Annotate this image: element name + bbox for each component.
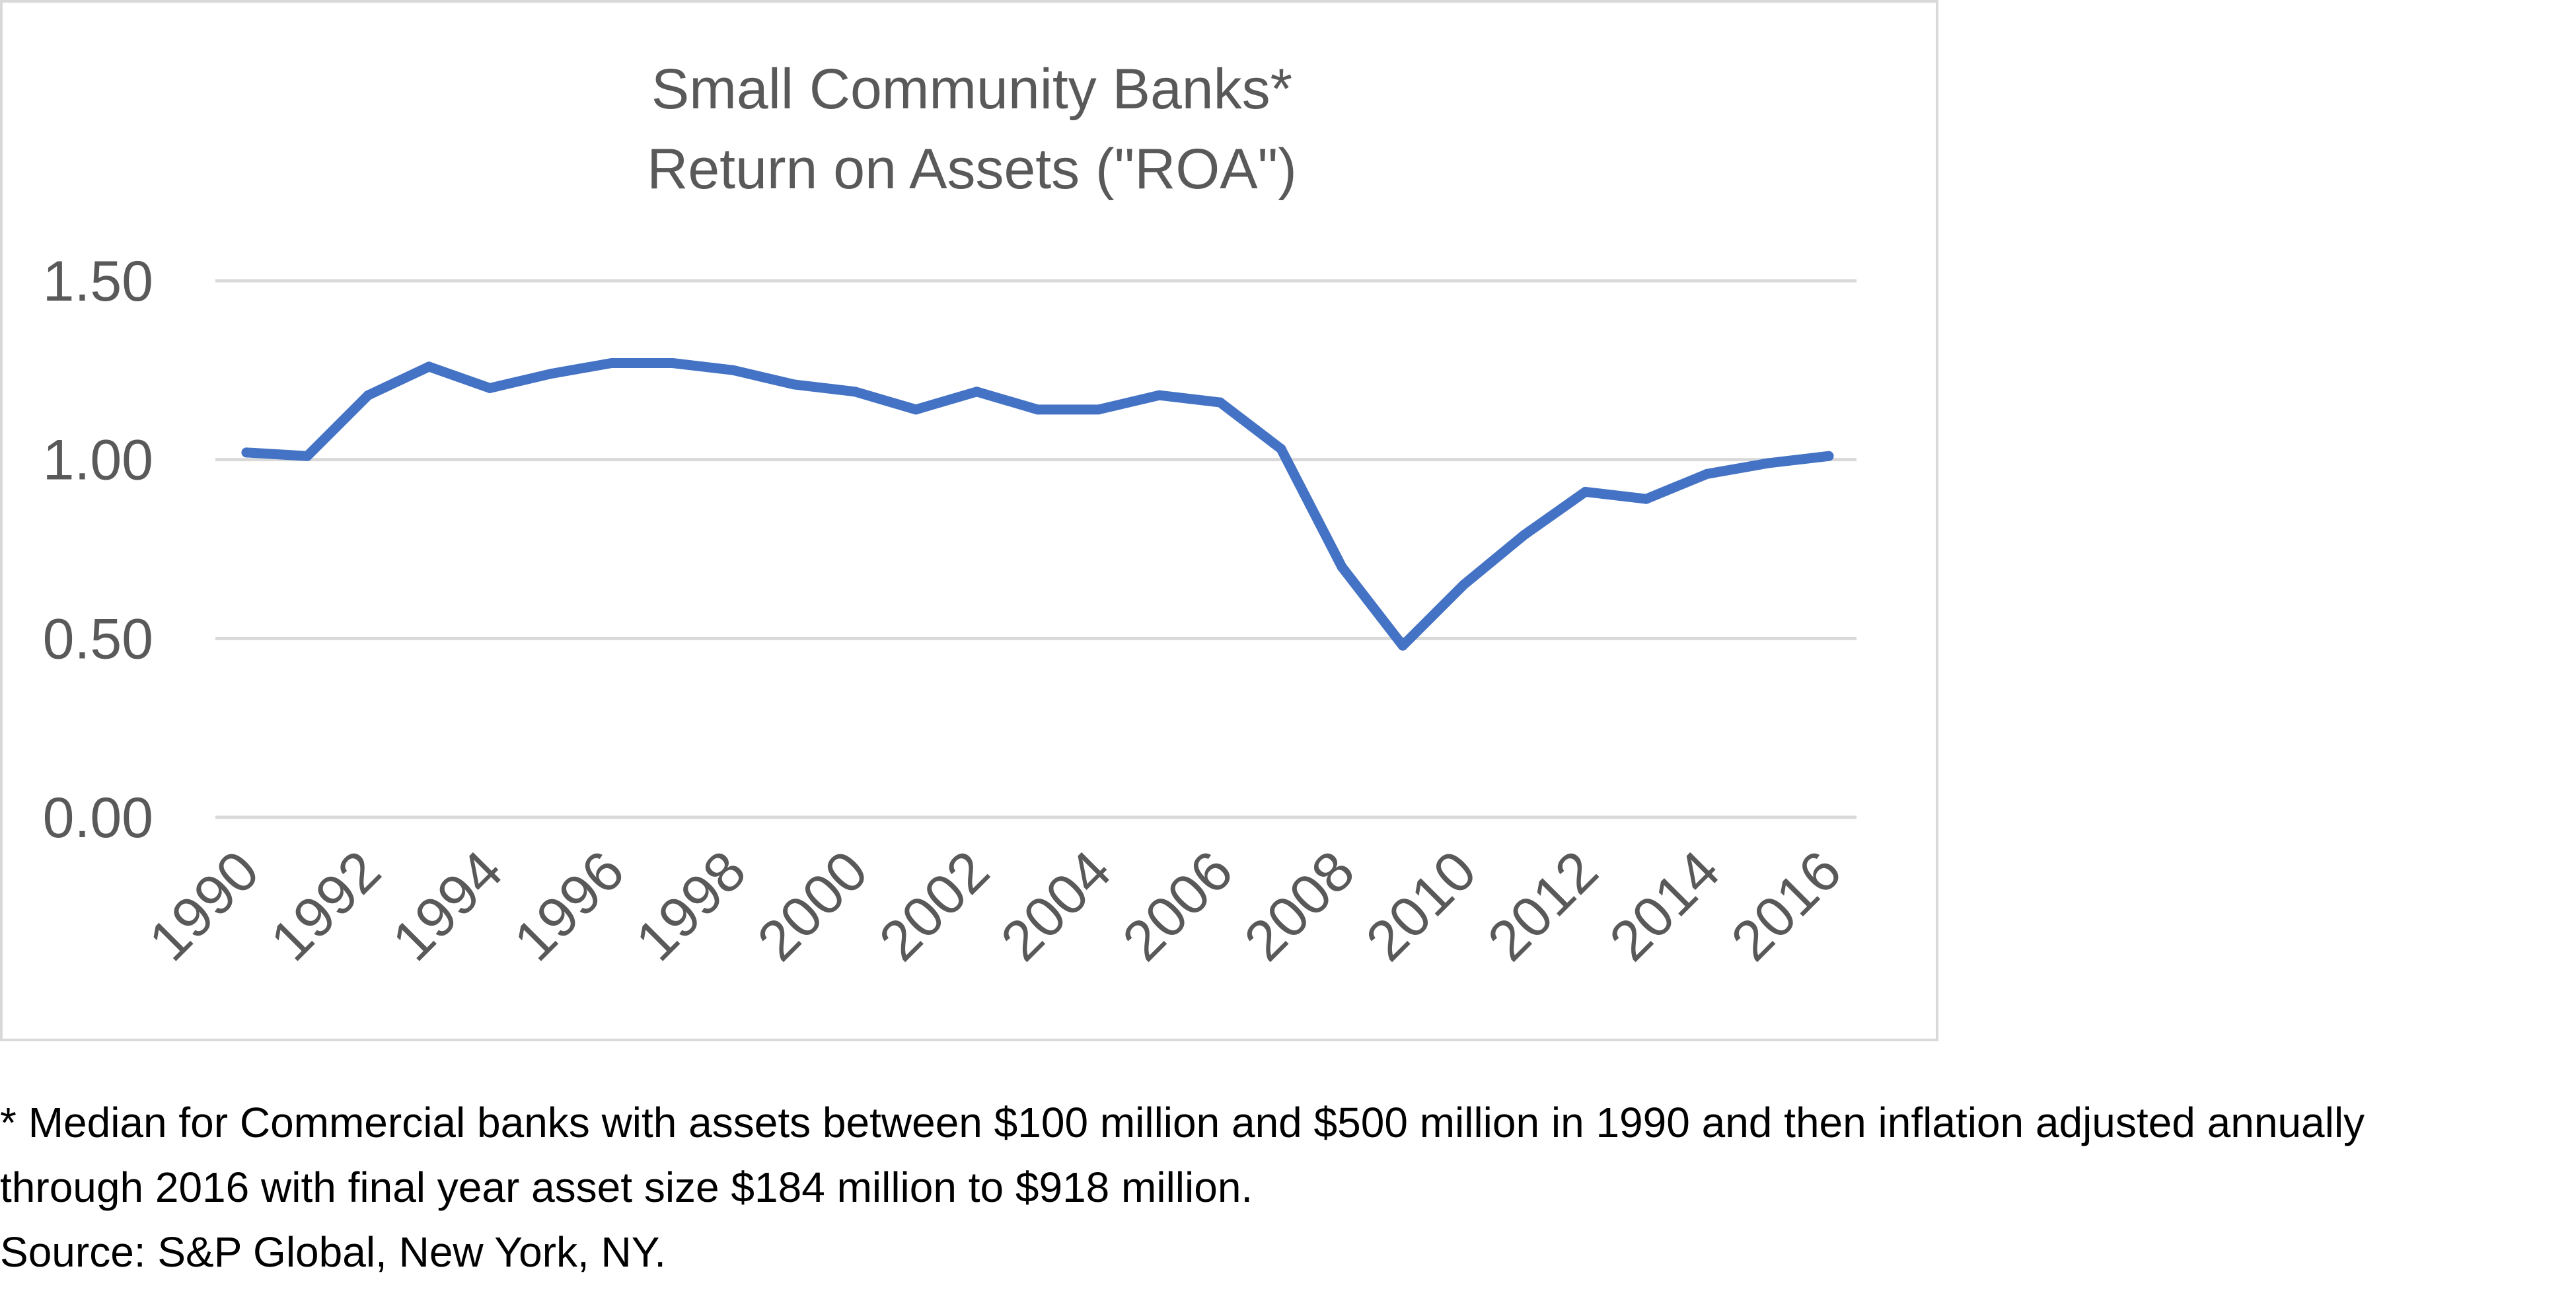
x-tick-label: 2014 bbox=[1598, 839, 1732, 973]
data-point-1992 bbox=[363, 390, 373, 400]
source-line: Source: S&P Global, New York, NY. bbox=[0, 1228, 666, 1276]
data-point-2005 bbox=[1154, 390, 1165, 400]
x-tick-label: 2008 bbox=[1232, 839, 1366, 973]
x-tick-label: 1998 bbox=[624, 839, 758, 973]
y-tick-label: 1.50 bbox=[43, 250, 153, 313]
x-axis-tick-labels: 1990199219941996199820002002200420062008… bbox=[137, 839, 1853, 973]
x-tick-label: 2016 bbox=[1719, 839, 1853, 973]
data-point-2013 bbox=[1641, 494, 1652, 504]
x-tick-label: 2012 bbox=[1476, 839, 1610, 973]
x-tick-label: 1992 bbox=[258, 839, 392, 973]
chart-title-line-1: Small Community Banks* bbox=[651, 57, 1292, 121]
x-tick-label: 1990 bbox=[137, 839, 271, 973]
data-point-1996 bbox=[607, 358, 617, 369]
data-point-2006 bbox=[1215, 397, 1226, 408]
x-tick-label: 1994 bbox=[381, 839, 515, 973]
y-tick-label: 0.50 bbox=[43, 607, 153, 671]
data-point-2011 bbox=[1519, 529, 1529, 540]
data-point-2014 bbox=[1702, 468, 1712, 479]
x-tick-label: 1996 bbox=[502, 839, 636, 973]
gridlines bbox=[215, 279, 1857, 819]
x-tick-label: 2010 bbox=[1354, 839, 1489, 973]
data-point-1990 bbox=[241, 447, 252, 458]
data-point-2009 bbox=[1397, 640, 1408, 651]
data-point-2001 bbox=[910, 404, 921, 415]
data-point-1995 bbox=[546, 369, 556, 379]
data-point-2002 bbox=[971, 387, 982, 397]
y-axis-tick-labels: 1.50 1.00 0.50 0.00 bbox=[43, 250, 153, 850]
data-point-2008 bbox=[1337, 562, 1347, 572]
footnote-line-2: through 2016 with final year asset size … bbox=[0, 1164, 1253, 1211]
footnote: * Median for Commercial banks with asset… bbox=[0, 1090, 2576, 1284]
data-point-2007 bbox=[1276, 443, 1286, 454]
data-point-2003 bbox=[1033, 404, 1043, 415]
data-point-2012 bbox=[1580, 486, 1591, 497]
y-tick-label: 0.00 bbox=[43, 786, 153, 850]
data-point-1998 bbox=[728, 365, 739, 375]
data-point-1994 bbox=[484, 383, 495, 393]
x-tick-label: 2002 bbox=[867, 839, 1002, 973]
x-tick-label: 2006 bbox=[1111, 839, 1245, 973]
footnote-line-1: * Median for Commercial banks with asset… bbox=[0, 1099, 2365, 1146]
data-point-1999 bbox=[789, 379, 799, 390]
chart-frame: Small Community Banks* Return on Assets … bbox=[0, 0, 1938, 1041]
data-point-2000 bbox=[850, 387, 860, 397]
data-point-2016 bbox=[1823, 451, 1834, 461]
y-tick-label: 1.00 bbox=[43, 429, 153, 492]
data-point-2015 bbox=[1763, 458, 1773, 468]
data-point-1997 bbox=[667, 358, 678, 369]
data-point-1993 bbox=[423, 361, 434, 372]
data-point-2004 bbox=[1093, 404, 1104, 415]
data-point-1991 bbox=[302, 451, 313, 461]
data-point-2010 bbox=[1458, 579, 1469, 590]
roa-line-chart: Small Community Banks* Return on Assets … bbox=[43, 57, 1857, 973]
series-group bbox=[241, 358, 1834, 651]
x-tick-label: 2004 bbox=[989, 839, 1123, 973]
x-tick-label: 2000 bbox=[745, 839, 879, 973]
chart-title-line-2: Return on Assets ("ROA") bbox=[647, 137, 1297, 201]
